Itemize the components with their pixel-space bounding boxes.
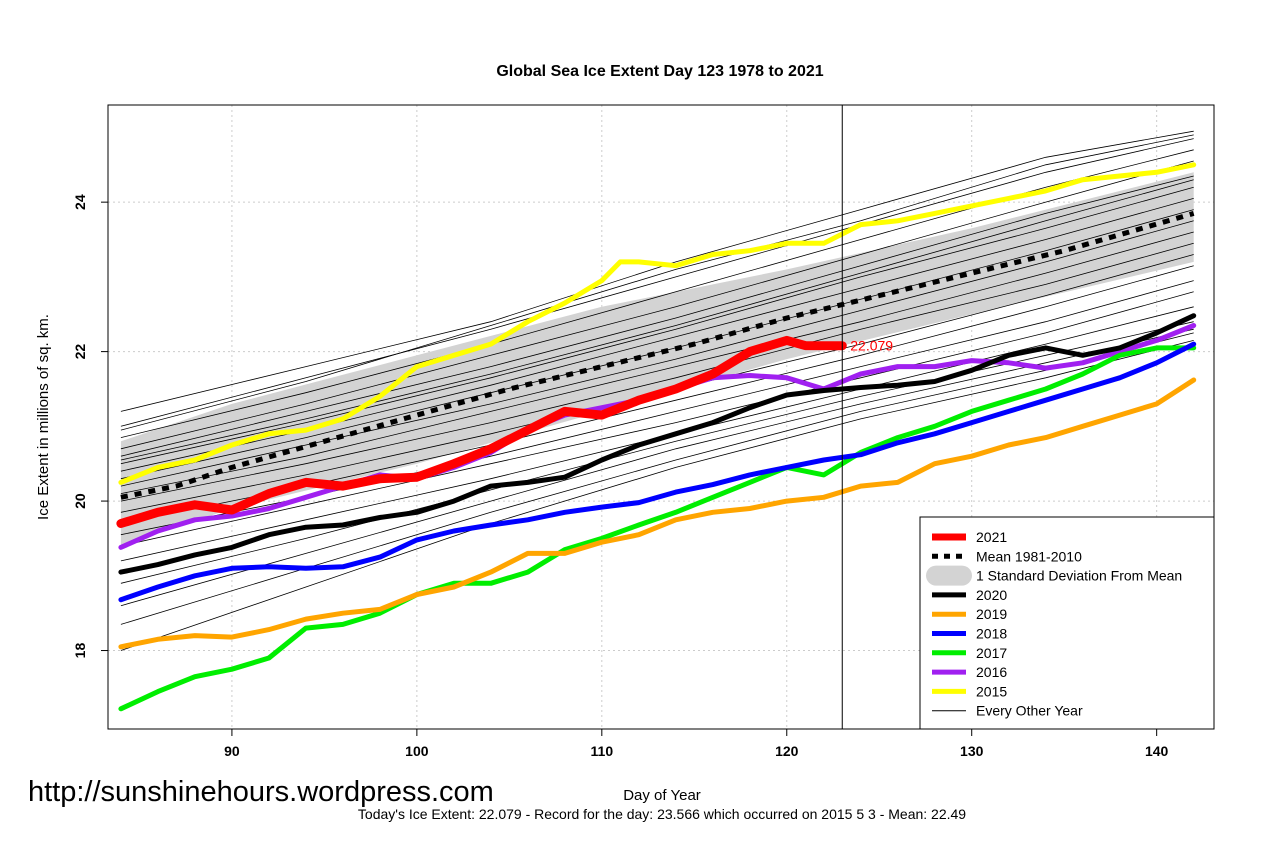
- y-tick-label-18: 18: [72, 643, 88, 659]
- legend-label-2021: 2021: [976, 529, 1007, 545]
- thin-line-other-05: [120, 175, 1194, 457]
- series-line-2021: [116, 335, 847, 528]
- legend-swatch-1-standard-deviation-from-mean: [926, 565, 972, 586]
- legend-label-2019: 2019: [976, 606, 1007, 622]
- legend-label-1-standard-deviation-from-mean: 1 Standard Deviation From Mean: [976, 568, 1182, 584]
- axes: 90 100 110 120 130 140 18 20 22 24: [72, 194, 1169, 759]
- thin-line-other-04: [120, 160, 1194, 450]
- std-dev-band-area: [120, 172, 1194, 546]
- plot-frame: [107, 104, 1215, 730]
- chart-title: Global Sea Ice Extent Day 123 1978 to 20…: [496, 63, 823, 80]
- thin-line-other-01: [120, 130, 1194, 412]
- thin-line-other-02: [120, 138, 1194, 427]
- y-tick-label-24: 24: [72, 194, 88, 210]
- x-tick-label-90: 90: [224, 743, 240, 759]
- series-line-2015: [118, 162, 1197, 485]
- thin-line-other-15: [120, 291, 1194, 547]
- x-tick-label-140: 140: [1145, 743, 1169, 759]
- todays-extent-caption: Today's Ice Extent: 22.079 - Record for …: [357, 806, 967, 822]
- y-tick-label-20: 20: [72, 493, 88, 509]
- thin-line-other-21: [120, 134, 1194, 431]
- thin-line-other-10: [120, 231, 1194, 494]
- series-line-2018: [118, 341, 1197, 603]
- x-axis-label: Day of Year: [623, 787, 701, 804]
- every-other-year-lines: [120, 130, 1194, 651]
- legend-label-2020: 2020: [976, 587, 1007, 603]
- legend-box: [919, 516, 1215, 730]
- legend-label-mean-1981-2010: Mean 1981-2010: [976, 548, 1082, 564]
- y-axis-label: Ice Extent in millions of sq. km.: [35, 314, 52, 520]
- thin-line-other-20: [120, 340, 1194, 651]
- thin-line-other-11: [120, 242, 1194, 502]
- series-line-2019: [118, 377, 1197, 650]
- thin-line-other-03: [120, 149, 1194, 438]
- mean-line: [120, 210, 1195, 500]
- legend-label-every-other-year: Every Other Year: [976, 703, 1083, 719]
- x-tick-label-120: 120: [775, 743, 799, 759]
- thin-line-other-06: [120, 186, 1194, 465]
- thin-line-other-22: [120, 179, 1194, 461]
- legend-label-2015: 2015: [976, 683, 1007, 699]
- legend-label-2017: 2017: [976, 645, 1007, 661]
- legend: 2021 Mean 1981-2010 1 Standard Deviation F…: [919, 516, 1215, 730]
- thin-line-other-09: [120, 220, 1194, 487]
- x-tick-label-110: 110: [591, 743, 614, 759]
- mean-1981-2010-line: [120, 210, 1195, 500]
- x-tick-label-130: 130: [960, 743, 984, 759]
- current-value-label: 22.079: [850, 338, 893, 354]
- legend-label-2016: 2016: [976, 664, 1007, 680]
- site-watermark: http://sunshinehours.wordpress.com: [28, 776, 494, 808]
- thin-line-other-17: [120, 321, 1194, 584]
- series-line-2017: [118, 345, 1197, 712]
- x-tick-label-100: 100: [405, 743, 429, 759]
- std-dev-band: [120, 172, 1194, 546]
- series-line-2020: [118, 313, 1197, 575]
- highlighted-year-lines: [116, 162, 1197, 712]
- y-tick-label-22: 22: [72, 344, 88, 360]
- thin-line-other-18: [120, 328, 1194, 607]
- legend-label-2018: 2018: [976, 626, 1007, 642]
